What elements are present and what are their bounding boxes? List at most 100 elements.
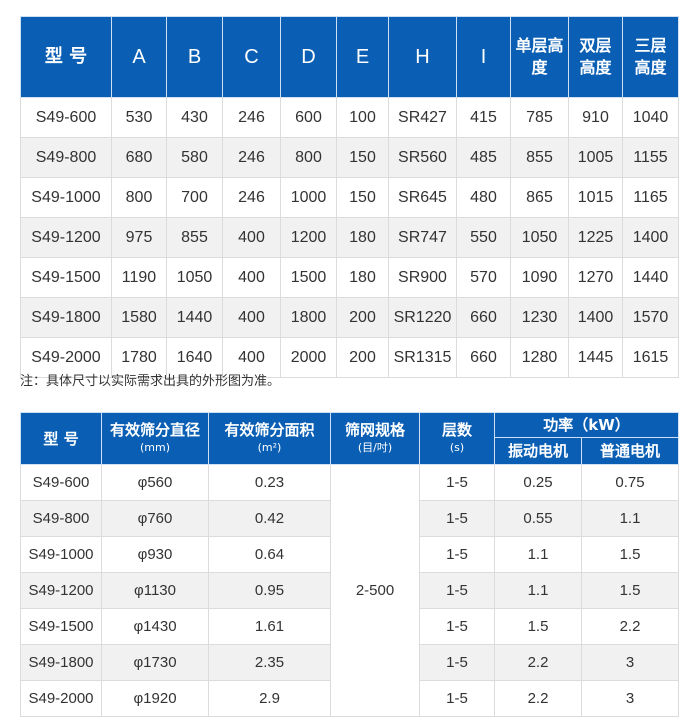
table-cell: 415 bbox=[456, 97, 511, 138]
header-col-7: I bbox=[456, 16, 511, 98]
header-col-0: 型 号 bbox=[20, 16, 112, 98]
table-cell: 855 bbox=[510, 137, 569, 178]
table-cell: 400 bbox=[222, 217, 281, 258]
table-cell: 910 bbox=[568, 97, 623, 138]
header-col-5: E bbox=[336, 16, 389, 98]
table-cell: 550 bbox=[456, 217, 511, 258]
table-cell: 1050 bbox=[166, 257, 223, 298]
table-cell: 1165 bbox=[622, 177, 679, 218]
table-cell: 570 bbox=[456, 257, 511, 298]
table-cell: 785 bbox=[510, 97, 569, 138]
cell-std: 0.75 bbox=[581, 464, 679, 501]
cell-area: 1.61 bbox=[208, 608, 331, 645]
table-cell: 530 bbox=[111, 97, 167, 138]
table-cell: 400 bbox=[222, 257, 281, 298]
table-cell: 975 bbox=[111, 217, 167, 258]
table-cell: 1200 bbox=[280, 217, 337, 258]
table-row: S49-1800 1580 1440 400 1800 200 SR1220 660 1230 1… bbox=[20, 297, 679, 338]
cell-layers: 1-5 bbox=[419, 536, 495, 573]
table-cell: 400 bbox=[222, 297, 281, 338]
table-cell: 1500 bbox=[280, 257, 337, 298]
note-text: 注：具体尺寸以实际需求出具的外形图为准。 bbox=[20, 374, 281, 389]
table-cell: 430 bbox=[166, 97, 223, 138]
table-row: S49-2000 1780 1640 400 2000 200 SR1315 660 1280 1… bbox=[20, 337, 679, 378]
table-cell: 2000 bbox=[280, 337, 337, 378]
header-vibration-motor: 振动电机 bbox=[494, 437, 582, 465]
cell-vib: 1.5 bbox=[494, 608, 582, 645]
mesh-spec-cell: 2-500 bbox=[330, 464, 420, 717]
table-cell: S49-800 bbox=[20, 137, 112, 178]
cell-std: 3 bbox=[581, 680, 679, 717]
table-row: S49-1000 φ930 0.64 1-5 1.1 1.5 bbox=[20, 536, 679, 573]
table-cell: 855 bbox=[166, 217, 223, 258]
table-cell: 1000 bbox=[280, 177, 337, 218]
cell-layers: 1-5 bbox=[419, 680, 495, 717]
cell-diameter: φ1730 bbox=[101, 644, 209, 681]
cell-model: S49-600 bbox=[20, 464, 102, 501]
cell-model: S49-1500 bbox=[20, 608, 102, 645]
header-layers: 层数 (s) bbox=[419, 412, 495, 465]
header-col-9: 双层高度 bbox=[568, 16, 623, 98]
table-cell: 150 bbox=[336, 137, 389, 178]
header-col-8: 单层高度 bbox=[510, 16, 569, 98]
table-cell: 1440 bbox=[166, 297, 223, 338]
header-col-2: B bbox=[166, 16, 223, 98]
table-cell: SR645 bbox=[388, 177, 457, 218]
table-cell: 150 bbox=[336, 177, 389, 218]
table-row: S49-1500 φ1430 1.61 1-5 1.5 2.2 bbox=[20, 608, 679, 645]
table-cell: 1580 bbox=[111, 297, 167, 338]
cell-vib: 1.1 bbox=[494, 572, 582, 609]
table-cell: 1615 bbox=[622, 337, 679, 378]
table-row: S49-800 680 580 246 800 150 SR560 485 855 1005 115… bbox=[20, 137, 679, 178]
table-cell: 660 bbox=[456, 297, 511, 338]
cell-std: 1.1 bbox=[581, 500, 679, 537]
header-power: 功率（kW） bbox=[494, 412, 679, 438]
table-cell: 1225 bbox=[568, 217, 623, 258]
cell-std: 3 bbox=[581, 644, 679, 681]
cell-layers: 1-5 bbox=[419, 572, 495, 609]
header-col-6: H bbox=[388, 16, 457, 98]
cell-diameter: φ1130 bbox=[101, 572, 209, 609]
cell-model: S49-1000 bbox=[20, 536, 102, 573]
cell-diameter: φ1920 bbox=[101, 680, 209, 717]
table-cell: 180 bbox=[336, 217, 389, 258]
table-row: S49-800 φ760 0.42 1-5 0.55 1.1 bbox=[20, 500, 679, 537]
cell-model: S49-1200 bbox=[20, 572, 102, 609]
table-cell: SR1315 bbox=[388, 337, 457, 378]
header-col-10: 三层高度 bbox=[622, 16, 679, 98]
table-row: S49-600 φ560 0.23 2-500 1-5 0.25 0.75 bbox=[20, 464, 679, 717]
table-cell: 1280 bbox=[510, 337, 569, 378]
table-cell: 1400 bbox=[622, 217, 679, 258]
cell-diameter: φ560 bbox=[101, 464, 209, 501]
table-cell: 1230 bbox=[510, 297, 569, 338]
table-cell: 865 bbox=[510, 177, 569, 218]
cell-area: 0.95 bbox=[208, 572, 331, 609]
header-mesh: 筛网规格 (目/吋) bbox=[330, 412, 420, 465]
specifications-table: 型 号 有效筛分直径 (mm) 有效筛分面积 (m²) 筛网规格 (目/吋) 层数 (s… bbox=[20, 412, 679, 717]
cell-layers: 1-5 bbox=[419, 608, 495, 645]
table-cell: S49-2000 bbox=[20, 337, 112, 378]
cell-model: S49-800 bbox=[20, 500, 102, 537]
table-cell: 1270 bbox=[568, 257, 623, 298]
table-cell: S49-600 bbox=[20, 97, 112, 138]
cell-std: 1.5 bbox=[581, 536, 679, 573]
table-cell: 1005 bbox=[568, 137, 623, 178]
cell-vib: 2.2 bbox=[494, 680, 582, 717]
table-cell: 660 bbox=[456, 337, 511, 378]
cell-std: 2.2 bbox=[581, 608, 679, 645]
cell-diameter: φ930 bbox=[101, 536, 209, 573]
table-cell: 246 bbox=[222, 97, 281, 138]
cell-vib: 2.2 bbox=[494, 644, 582, 681]
table-cell: SR900 bbox=[388, 257, 457, 298]
cell-vib: 0.55 bbox=[494, 500, 582, 537]
table-cell: SR560 bbox=[388, 137, 457, 178]
table-cell: 200 bbox=[336, 297, 389, 338]
table-cell: 1400 bbox=[568, 297, 623, 338]
header-col-1: A bbox=[111, 16, 167, 98]
header-standard-motor: 普通电机 bbox=[581, 437, 679, 465]
cell-layers: 1-5 bbox=[419, 644, 495, 681]
table-cell: SR1220 bbox=[388, 297, 457, 338]
header-model: 型 号 bbox=[20, 412, 102, 465]
table-cell: 200 bbox=[336, 337, 389, 378]
cell-std: 1.5 bbox=[581, 572, 679, 609]
